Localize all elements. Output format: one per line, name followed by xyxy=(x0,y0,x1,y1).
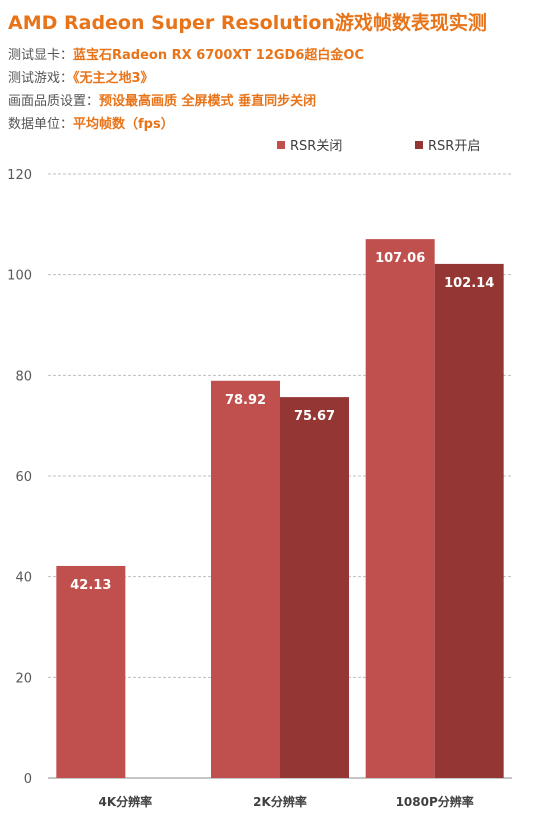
info-label: 数据单位： xyxy=(8,117,74,132)
info-line-gpu: 测试显卡：蓝宝石Radeon RX 6700XT 12GD6超白金OC xyxy=(8,44,364,63)
legend-swatch xyxy=(277,141,285,149)
info-line-game: 测试游戏：《无主之地3》 xyxy=(8,67,154,86)
info-line-unit: 数据单位：平均帧数（fps） xyxy=(8,113,174,132)
data-label: 107.06 xyxy=(375,251,425,266)
legend-label: RSR开启 xyxy=(428,139,480,154)
bar xyxy=(365,239,435,778)
x-tick-label: 4K分辨率 xyxy=(99,794,153,809)
legend-swatch xyxy=(415,141,423,149)
y-tick-label: 100 xyxy=(7,269,32,284)
data-label: 102.14 xyxy=(444,276,494,291)
data-label: 42.13 xyxy=(70,578,111,593)
bar xyxy=(211,380,280,778)
y-tick-label: 120 xyxy=(7,168,32,183)
legend-label: RSR关闭 xyxy=(290,139,342,154)
x-tick-label: 2K分辨率 xyxy=(253,794,307,809)
info-value: 平均帧数（fps） xyxy=(73,117,174,132)
data-label: 78.92 xyxy=(225,393,266,408)
y-tick-label: 40 xyxy=(15,571,32,586)
info-value: 预设最高画质 全屏模式 垂直同步关闭 xyxy=(99,94,317,109)
info-label: 画面品质设置： xyxy=(8,94,100,109)
bar xyxy=(280,397,349,778)
info-label: 测试显卡： xyxy=(8,48,74,63)
y-tick-label: 80 xyxy=(15,369,32,384)
info-line-settings: 画面品质设置：预设最高画质 全屏模式 垂直同步关闭 xyxy=(8,90,316,109)
info-value: 《无主之地3》 xyxy=(73,71,154,86)
info-label: 测试游戏： xyxy=(8,71,74,86)
page-title: AMD Radeon Super Resolution游戏帧数表现实测 xyxy=(8,12,487,34)
y-tick-label: 20 xyxy=(15,671,32,686)
x-tick-label: 1080P分辨率 xyxy=(396,794,474,809)
y-tick-label: 0 xyxy=(24,772,32,787)
bar xyxy=(434,263,504,778)
bar xyxy=(56,565,126,778)
y-tick-label: 60 xyxy=(15,470,32,485)
info-value: 蓝宝石Radeon RX 6700XT 12GD6超白金OC xyxy=(73,48,364,63)
data-label: 75.67 xyxy=(294,409,335,424)
